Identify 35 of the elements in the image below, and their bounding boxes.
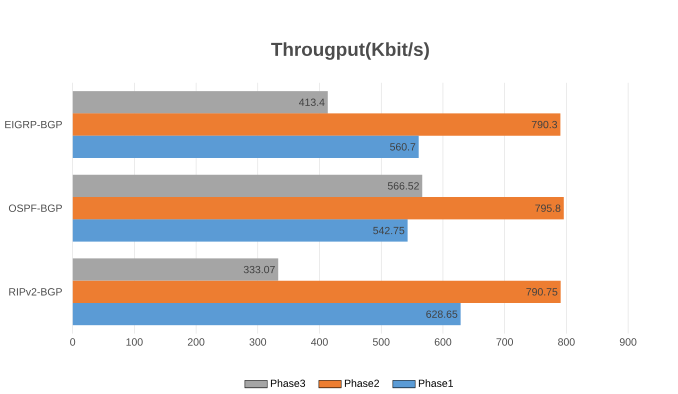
- bar: [72, 174, 422, 198]
- data-label: 628.65: [426, 310, 458, 318]
- data-label: 795.8: [535, 204, 560, 212]
- data-label: 542.75: [373, 226, 404, 234]
- bar: [72, 197, 564, 220]
- x-tick-label: 700: [496, 338, 513, 346]
- chart-title: Througput(Kbit/s): [271, 42, 429, 60]
- y-tick-label: EIGRP-BGP: [5, 120, 62, 128]
- x-tick-label: 200: [188, 338, 204, 346]
- y-tick-label: RIPv2-BGP: [9, 288, 62, 296]
- data-label: 413.4: [298, 98, 325, 106]
- bar: [72, 258, 278, 281]
- data-label: 333.07: [244, 266, 275, 274]
- x-tick-label: 300: [249, 338, 266, 346]
- y-tick-label: OSPF-BGP: [8, 204, 62, 212]
- bar: [72, 91, 328, 114]
- bar: [72, 280, 561, 303]
- x-tick-label: 900: [620, 338, 636, 346]
- x-tick-label: 0: [70, 338, 76, 346]
- data-label: 560.7: [390, 143, 416, 151]
- legend-label: Phase2: [344, 379, 379, 387]
- bar: [72, 302, 461, 326]
- data-label: 566.52: [388, 182, 419, 190]
- bar: [72, 136, 419, 158]
- bar: [72, 113, 560, 136]
- x-tick-label: 600: [434, 338, 452, 346]
- x-tick-label: 400: [311, 338, 328, 346]
- x-tick-label: 800: [558, 338, 575, 346]
- bar: [72, 219, 408, 242]
- legend-label: Phase3: [270, 379, 306, 387]
- x-tick-label: 100: [126, 338, 143, 346]
- data-label: 790.3: [532, 120, 558, 128]
- x-tick-label: 500: [372, 338, 390, 346]
- legend-label: Phase1: [418, 379, 453, 387]
- data-label: 790.75: [526, 288, 558, 296]
